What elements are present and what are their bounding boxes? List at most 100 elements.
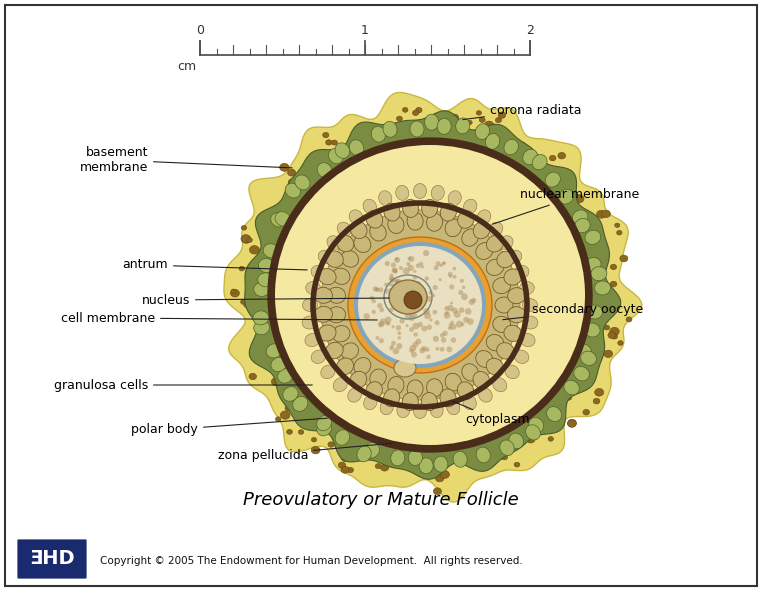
Ellipse shape [384, 203, 400, 221]
Ellipse shape [427, 213, 443, 231]
Text: nucleus: nucleus [142, 294, 389, 307]
Circle shape [395, 298, 399, 302]
Ellipse shape [271, 378, 281, 386]
Ellipse shape [574, 194, 584, 203]
Circle shape [414, 332, 418, 337]
Ellipse shape [247, 238, 252, 242]
Circle shape [443, 312, 450, 319]
FancyBboxPatch shape [16, 538, 88, 580]
Ellipse shape [347, 388, 361, 402]
Ellipse shape [263, 243, 279, 258]
Ellipse shape [319, 268, 336, 285]
Ellipse shape [566, 395, 572, 400]
Text: Preovulatory or Mature Follicle: Preovulatory or Mature Follicle [243, 491, 519, 509]
Ellipse shape [354, 358, 371, 375]
Ellipse shape [325, 342, 343, 359]
Circle shape [433, 310, 437, 314]
Ellipse shape [349, 140, 363, 155]
Circle shape [435, 347, 440, 351]
Ellipse shape [322, 132, 329, 138]
Ellipse shape [328, 442, 335, 447]
Ellipse shape [507, 250, 522, 264]
Ellipse shape [575, 219, 591, 233]
Circle shape [453, 275, 456, 279]
Ellipse shape [341, 466, 349, 473]
Ellipse shape [254, 282, 270, 297]
Ellipse shape [363, 199, 376, 214]
Ellipse shape [593, 398, 600, 404]
Circle shape [392, 348, 399, 355]
Ellipse shape [491, 124, 498, 130]
Ellipse shape [507, 307, 526, 323]
Circle shape [453, 267, 456, 271]
Circle shape [418, 298, 424, 304]
Ellipse shape [265, 358, 274, 365]
Ellipse shape [476, 111, 482, 115]
Ellipse shape [568, 419, 576, 427]
Ellipse shape [285, 183, 300, 198]
Circle shape [395, 325, 401, 330]
Circle shape [449, 284, 454, 290]
Ellipse shape [354, 235, 371, 252]
Circle shape [395, 280, 399, 284]
Ellipse shape [277, 369, 293, 383]
Ellipse shape [358, 246, 482, 364]
Ellipse shape [467, 121, 472, 125]
Ellipse shape [230, 290, 239, 297]
Ellipse shape [395, 186, 408, 200]
Ellipse shape [293, 397, 308, 411]
Ellipse shape [602, 210, 610, 217]
Circle shape [450, 324, 456, 330]
Ellipse shape [437, 118, 451, 134]
Ellipse shape [408, 450, 422, 466]
Ellipse shape [275, 145, 585, 445]
Ellipse shape [315, 287, 332, 303]
Polygon shape [245, 111, 621, 479]
Ellipse shape [527, 436, 535, 443]
Ellipse shape [548, 437, 553, 441]
Ellipse shape [584, 323, 600, 337]
Circle shape [440, 264, 443, 267]
Ellipse shape [316, 154, 325, 160]
Ellipse shape [421, 392, 437, 411]
Circle shape [405, 280, 410, 284]
Ellipse shape [302, 316, 317, 329]
Circle shape [391, 262, 396, 268]
Circle shape [391, 341, 395, 346]
Ellipse shape [367, 210, 383, 228]
Ellipse shape [341, 251, 359, 267]
Ellipse shape [594, 281, 610, 295]
Circle shape [409, 315, 415, 321]
Circle shape [440, 347, 444, 352]
Ellipse shape [594, 388, 604, 396]
Ellipse shape [266, 344, 282, 358]
Text: 2: 2 [526, 24, 534, 37]
Circle shape [432, 294, 435, 297]
Circle shape [427, 296, 432, 302]
Ellipse shape [485, 134, 500, 150]
Ellipse shape [493, 378, 507, 392]
Ellipse shape [453, 452, 467, 467]
Ellipse shape [287, 430, 293, 434]
Circle shape [412, 323, 419, 330]
Ellipse shape [348, 139, 357, 147]
Circle shape [447, 346, 453, 352]
Ellipse shape [285, 405, 291, 411]
Circle shape [389, 278, 395, 283]
Ellipse shape [495, 118, 501, 123]
Circle shape [409, 327, 414, 332]
Circle shape [465, 308, 472, 314]
Circle shape [379, 323, 383, 327]
Ellipse shape [402, 392, 418, 411]
Ellipse shape [488, 222, 503, 236]
Circle shape [439, 278, 442, 281]
Ellipse shape [568, 420, 576, 427]
Circle shape [443, 262, 446, 265]
Ellipse shape [380, 400, 393, 415]
Ellipse shape [242, 236, 251, 243]
Polygon shape [224, 92, 642, 502]
Circle shape [411, 312, 417, 319]
Ellipse shape [255, 349, 263, 356]
Ellipse shape [587, 305, 603, 319]
Circle shape [380, 319, 386, 324]
